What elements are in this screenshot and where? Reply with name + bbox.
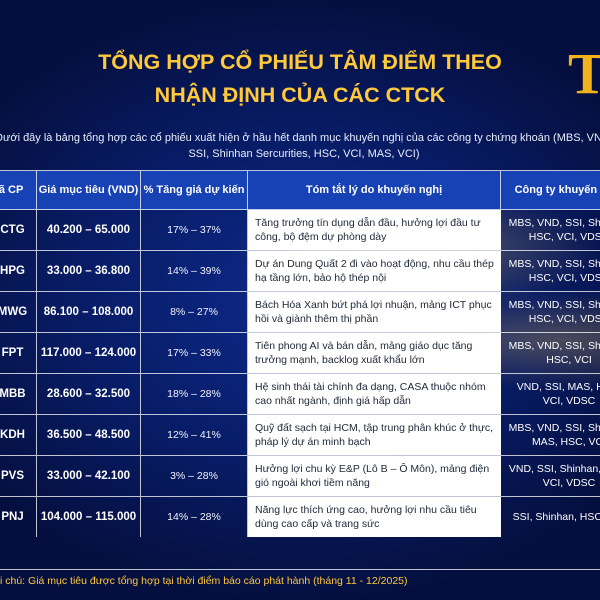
recommending-companies: VND, SSI, MAS, HSC, VCI, VDSC (501, 374, 600, 414)
table-row: PVS 33.000 – 42.100 3% – 28% Hưởng lợi c… (0, 456, 600, 497)
stock-code: MBB (0, 374, 37, 414)
table-row: FPT 117.000 – 124.000 17% – 33% Tiên pho… (0, 333, 600, 374)
table-row: KDH 36.500 – 48.500 12% – 41% Quỹ đất sạ… (0, 415, 600, 456)
table-row: MWG 86.100 – 108.000 8% – 27% Bách Hóa X… (0, 292, 600, 333)
companies-line-2: HSC, VCI, VDSC (528, 272, 600, 284)
expected-upside: 12% – 41% (141, 415, 248, 455)
stock-code: HPG (0, 251, 37, 291)
intro-text: Dưới đây là bảng tổng hợp các cổ phiếu x… (0, 132, 600, 160)
expected-upside: 18% – 28% (141, 374, 248, 414)
expected-upside: 14% – 39% (141, 251, 248, 291)
table-row: MBB 28.600 – 32.500 18% – 28% Hệ sinh th… (0, 374, 600, 415)
companies-line-1: VND, SSI, MAS, HSC, (516, 381, 600, 393)
expected-upside: 3% – 28% (141, 456, 248, 496)
table-row: CTG 40.200 – 65.000 17% – 37% Tăng trưởn… (0, 210, 600, 251)
recommending-companies: MBS, VND, SSI, Shinhan, HSC, VCI (501, 333, 600, 373)
expected-upside: 8% – 27% (141, 292, 248, 332)
stock-code: KDH (0, 415, 37, 455)
companies-line-1: MBS, VND, SSI, Shinhan, (508, 422, 600, 434)
footnote: Ghi chú: Giá mục tiêu được tổng hợp tại … (0, 575, 408, 587)
recommendation-table: Mã CP Giá mục tiêu (VND) % Tăng giá dự k… (0, 170, 600, 570)
expected-upside: 17% – 33% (141, 333, 248, 373)
target-price: 86.100 – 108.000 (37, 292, 141, 332)
recommendation-reason: Tiên phong AI và bán dẫn, mảng giáo dục … (248, 333, 501, 373)
header-upside: % Tăng giá dự kiến (141, 171, 248, 209)
stock-code: CTG (0, 210, 37, 250)
recommending-companies: MBS, VND, SSI, Shinhan, MAS, HSC, VCI (501, 415, 600, 455)
target-price: 36.500 – 48.500 (37, 415, 141, 455)
table-row: HPG 33.000 – 36.800 14% – 39% Dự án Dung… (0, 251, 600, 292)
companies-line-1: MBS, VND, SSI, Shinhan, (508, 217, 600, 229)
stock-code: PVS (0, 456, 37, 496)
recommendation-reason: Dự án Dung Quất 2 đi vào hoạt động, nhu … (248, 251, 501, 291)
companies-line-1: MBS, VND, SSI, Shinhan, (508, 258, 600, 270)
companies-line-1: SSI, Shinhan, HSC, VCI (512, 511, 600, 523)
stock-code: FPT (0, 333, 37, 373)
recommendation-reason: Quỹ đất sạch tại HCM, tập trung phân khú… (248, 415, 501, 455)
page-title-line-2: NHẬN ĐỊNH CỦA CÁC CTCK (154, 83, 446, 107)
header-reason: Tóm tắt lý do khuyến nghị (248, 171, 501, 209)
header-code: Mã CP (0, 171, 37, 209)
recommendation-reason: Bách Hóa Xanh bứt phá lợi nhuận, mảng IC… (248, 292, 501, 332)
stock-code: PNJ (0, 497, 37, 537)
brand-logo: T (568, 41, 600, 106)
companies-line-2: HSC, VCI, VDSC (528, 313, 600, 325)
header-target-price: Giá mục tiêu (VND) (37, 171, 141, 209)
recommendation-reason: Tăng trưởng tín dụng dẫn đầu, hưởng lợi … (248, 210, 501, 250)
target-price: 117.000 – 124.000 (37, 333, 141, 373)
target-price: 104.000 – 115.000 (37, 497, 141, 537)
recommendation-reason: Hệ sinh thái tài chính đa dạng, CASA thu… (248, 374, 501, 414)
table-header-row: Mã CP Giá mục tiêu (VND) % Tăng giá dự k… (0, 171, 600, 210)
stock-code: MWG (0, 292, 37, 332)
companies-line-1: MBS, VND, SSI, Shinhan, (508, 340, 600, 352)
recommendation-reason: Năng lực thích ứng cao, hưởng lợi nhu cầ… (248, 497, 501, 537)
target-price: 33.000 – 42.100 (37, 456, 141, 496)
companies-line-2: VCI, VDSC (542, 477, 596, 489)
page-title-line-1: TỔNG HỢP CỔ PHIẾU TÂM ĐIỂM THEO (98, 50, 502, 74)
recommending-companies: SSI, Shinhan, HSC, VCI (501, 497, 600, 537)
recommending-companies: MBS, VND, SSI, Shinhan, HSC, VCI, VDSC (501, 210, 600, 250)
companies-line-1: MBS, VND, SSI, Shinhan, (508, 299, 600, 311)
companies-line-2: HSC, VCI, VDSC (528, 231, 600, 243)
recommending-companies: MBS, VND, SSI, Shinhan, HSC, VCI, VDSC (501, 251, 600, 291)
companies-line-2: MAS, HSC, VCI (531, 436, 600, 448)
recommending-companies: VND, SSI, Shinhan, HSC, VCI, VDSC (501, 456, 600, 496)
expected-upside: 17% – 37% (141, 210, 248, 250)
target-price: 33.000 – 36.800 (37, 251, 141, 291)
companies-line-2: HSC, VCI (546, 354, 592, 366)
header-companies: Công ty khuyến nghị (514, 184, 600, 196)
target-price: 40.200 – 65.000 (37, 210, 141, 250)
companies-line-2: VCI, VDSC (542, 395, 596, 407)
recommendation-reason: Hưởng lợi chu kỳ E&P (Lô B – Ô Môn), mản… (248, 456, 501, 496)
table-body: CTG 40.200 – 65.000 17% – 37% Tăng trưởn… (0, 210, 600, 537)
table-row: PNJ 104.000 – 115.000 14% – 28% Năng lực… (0, 497, 600, 537)
recommending-companies: MBS, VND, SSI, Shinhan, HSC, VCI, VDSC (501, 292, 600, 332)
expected-upside: 14% – 28% (141, 497, 248, 537)
target-price: 28.600 – 32.500 (37, 374, 141, 414)
companies-line-1: VND, SSI, Shinhan, HSC, (508, 463, 600, 475)
